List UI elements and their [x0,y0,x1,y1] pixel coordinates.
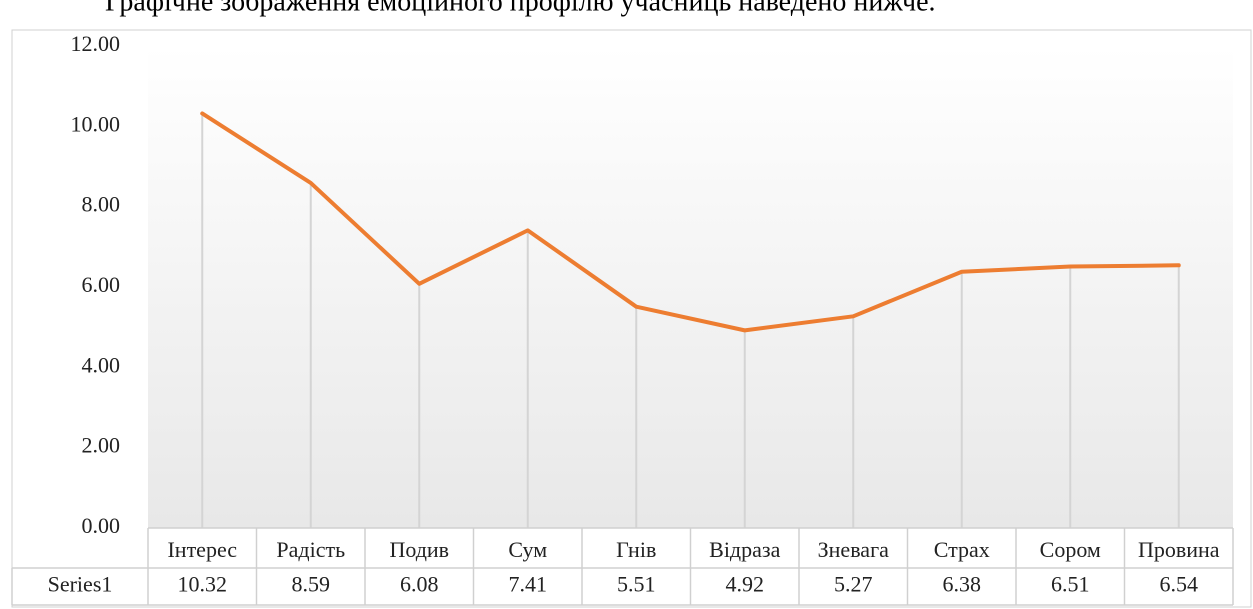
series-line [200,111,1181,333]
x-tick-label: Гнів [616,537,656,562]
table-value: 5.27 [834,572,873,597]
y-tick-label: 0.00 [82,513,121,538]
y-tick-label: 2.00 [82,433,121,458]
x-tick-label: Подив [389,537,449,562]
table-value: 10.32 [178,572,228,597]
y-tick-label: 8.00 [82,192,121,217]
y-tick-label: 6.00 [82,272,121,297]
table-value: 6.51 [1051,572,1090,597]
plot-area [148,46,1233,528]
x-tick-label: Страх [934,537,990,562]
caption: Графічне зображення емоційного профілю у… [105,0,936,17]
legend-label: Series1 [48,572,113,597]
table-value: 6.08 [400,572,439,597]
x-tick-label: Відраза [709,537,780,562]
x-tick-label: Зневага [818,537,889,562]
x-tick-label: Сором [1040,537,1101,562]
table-value: 7.41 [509,572,548,597]
table-value: 4.92 [726,572,765,597]
x-tick-label: Інтерес [167,537,237,562]
x-tick-label: Провина [1138,537,1220,562]
x-tick-label: Радість [276,537,345,562]
y-tick-label: 12.00 [71,31,121,56]
x-tick-label: Сум [508,537,547,562]
y-tick-label: 4.00 [82,352,121,377]
table-value: 8.59 [292,572,331,597]
table-value: 6.38 [943,572,982,597]
y-tick-label: 10.00 [71,111,121,136]
table-value: 6.54 [1160,572,1199,597]
table-value: 5.51 [617,572,656,597]
